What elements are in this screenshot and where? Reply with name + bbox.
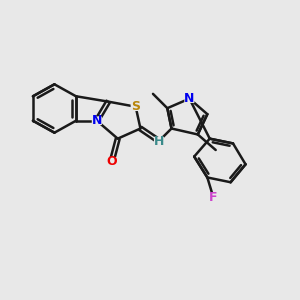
FancyBboxPatch shape xyxy=(184,94,194,103)
Text: N: N xyxy=(184,92,195,105)
Text: S: S xyxy=(131,100,140,113)
FancyBboxPatch shape xyxy=(208,193,218,202)
FancyBboxPatch shape xyxy=(154,137,164,146)
Text: H: H xyxy=(154,134,164,148)
Text: F: F xyxy=(209,191,218,204)
Text: N: N xyxy=(92,114,102,127)
FancyBboxPatch shape xyxy=(107,157,117,166)
FancyBboxPatch shape xyxy=(130,102,141,111)
FancyBboxPatch shape xyxy=(92,116,102,125)
Text: O: O xyxy=(106,155,117,168)
